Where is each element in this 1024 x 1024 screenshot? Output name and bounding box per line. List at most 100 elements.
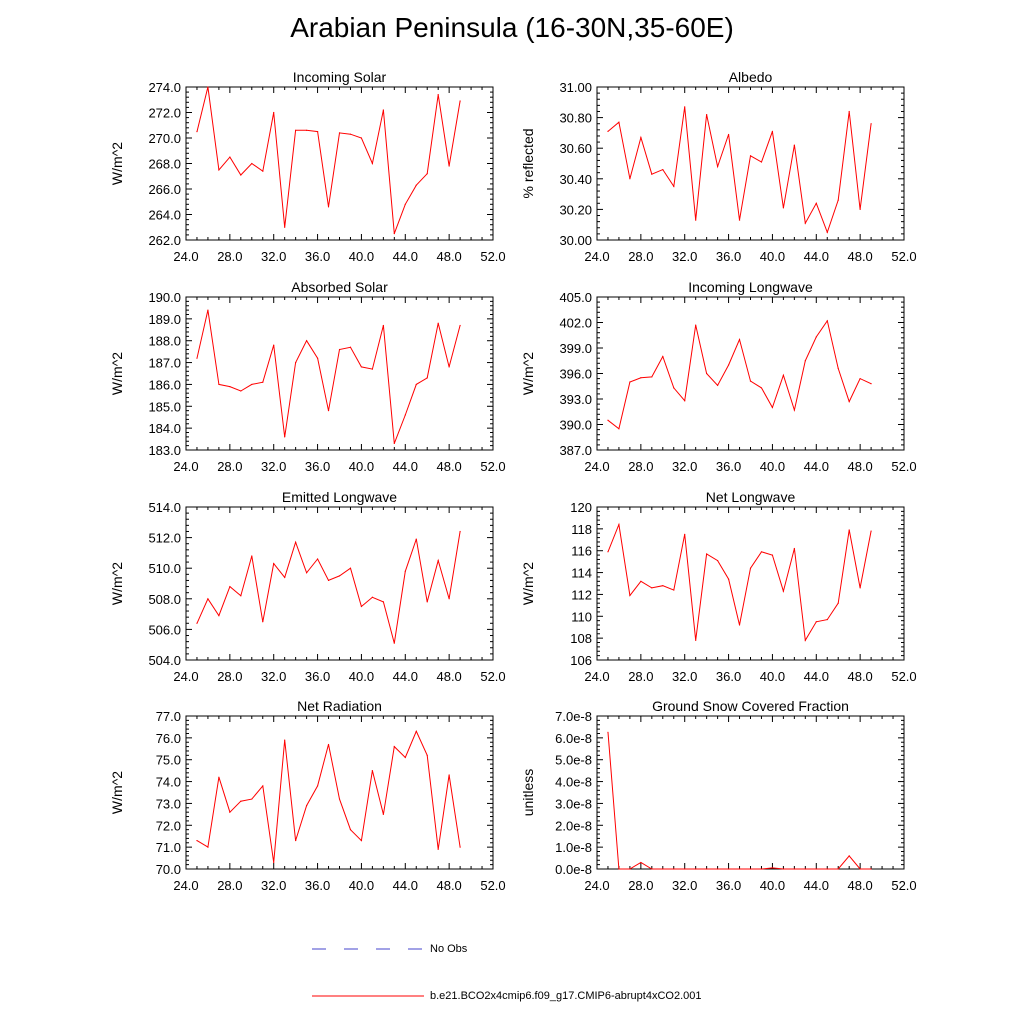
data-point: [404, 756, 406, 759]
y-tick-label: 188.0: [148, 334, 181, 349]
y-tick-label: 510.0: [148, 561, 181, 576]
chart-incoming-longwave: Incoming Longwave W/m^2 24.0 28.0 32.0 36.0 40…: [520, 279, 917, 474]
data-point: [717, 559, 719, 562]
data-point: [295, 129, 297, 131]
data-point: [749, 380, 752, 382]
y-tick-label: 184.0: [148, 421, 181, 436]
data-point: [371, 162, 373, 165]
data-point: [618, 868, 620, 870]
data-point: [240, 595, 242, 597]
data-point: [295, 839, 297, 842]
data-point: [837, 367, 839, 369]
legend-model-line-icon: [312, 995, 424, 997]
data-point: [262, 381, 264, 383]
chart-title: Emitted Longwave: [282, 489, 397, 505]
data-point: [426, 601, 428, 603]
data-point: [415, 383, 417, 386]
y-tick-label: 70.0: [156, 862, 181, 877]
x-tick-label: 52.0: [480, 459, 505, 474]
y-tick-label: 72.0: [156, 818, 181, 833]
x-tick-label: 44.0: [804, 459, 829, 474]
y-tick-label: 74.0: [156, 775, 181, 790]
x-tick-label: 28.0: [217, 249, 242, 264]
chart-title: Incoming Solar: [293, 69, 387, 85]
data-point: [826, 320, 828, 322]
data-point: [727, 578, 730, 580]
x-tick-label: 48.0: [847, 669, 872, 684]
x-tick-label: 52.0: [891, 669, 916, 684]
x-tick-label: 44.0: [804, 249, 829, 264]
x-tick-label: 40.0: [760, 249, 785, 264]
y-tick-label: 76.0: [156, 731, 181, 746]
data-point: [349, 567, 352, 569]
data-point: [826, 231, 828, 233]
data-point: [684, 400, 686, 402]
y-tick-label: 3.0e-8: [555, 796, 592, 811]
data-point: [218, 169, 220, 171]
x-tick-label: 24.0: [584, 878, 609, 893]
data-point: [804, 639, 806, 641]
x-tick-label: 44.0: [393, 249, 418, 264]
y-tick-label: 506.0: [148, 622, 181, 637]
y-tick-label: 30.00: [559, 233, 592, 248]
data-point: [371, 596, 373, 598]
data-point: [607, 130, 609, 132]
y-tick-label: 1.0e-8: [555, 840, 592, 855]
data-point: [349, 829, 352, 831]
data-point: [338, 348, 341, 351]
y-tick-label: 106: [570, 653, 592, 668]
x-tick-label: 40.0: [760, 459, 785, 474]
y-tick-label: 514.0: [148, 500, 181, 515]
legend-obs-label: No Obs: [430, 943, 468, 955]
data-point: [793, 144, 795, 146]
x-tick-label: 44.0: [393, 669, 418, 684]
chart-title: Net Radiation: [297, 698, 382, 714]
y-tick-label: 512.0: [148, 531, 181, 546]
data-point: [684, 868, 686, 870]
x-tick-label: 32.0: [672, 459, 697, 474]
data-point: [207, 309, 209, 311]
data-point: [382, 324, 384, 327]
data-point: [782, 590, 784, 592]
y-tick-label: 266.0: [148, 182, 181, 197]
data-point: [382, 109, 384, 111]
data-point: [706, 868, 708, 870]
x-tick-label: 36.0: [305, 249, 330, 264]
data-point: [316, 558, 319, 560]
chart-title: Albedo: [729, 69, 773, 85]
data-point: [327, 743, 330, 746]
x-tick-label: 48.0: [436, 878, 461, 893]
data-point: [382, 601, 384, 603]
data-point: [738, 868, 741, 870]
data-point: [229, 386, 231, 388]
data-point: [848, 400, 850, 403]
data-point: [738, 219, 741, 221]
data-point: [793, 409, 795, 411]
plot-frame: [596, 296, 905, 451]
x-tick-label: 36.0: [305, 669, 330, 684]
data-point: [848, 110, 850, 113]
data-point: [760, 551, 763, 553]
data-point: [284, 226, 286, 228]
data-point: [251, 798, 253, 800]
chart-albedo: Albedo % reflected 24.0 28.0 32.0 36.0 40.0 44.…: [520, 69, 917, 264]
x-tick-label: 36.0: [305, 878, 330, 893]
data-point: [251, 162, 253, 165]
y-tick-label: 7.0e-8: [555, 709, 592, 724]
data-point: [706, 553, 708, 555]
plot-frame: [185, 86, 494, 241]
y-tick-label: 390.0: [559, 418, 592, 433]
x-tick-label: 24.0: [173, 459, 198, 474]
x-tick-label: 36.0: [716, 459, 741, 474]
y-tick-label: 508.0: [148, 592, 181, 607]
x-tick-label: 32.0: [261, 459, 286, 474]
data-point: [771, 130, 774, 132]
data-point: [695, 219, 697, 221]
data-point: [327, 206, 330, 208]
data-point: [629, 868, 631, 870]
y-axis-label: % reflected: [520, 128, 536, 198]
data-point: [448, 366, 450, 368]
y-tick-label: 183.0: [148, 443, 181, 458]
data-point: [826, 618, 828, 621]
data-point: [717, 868, 719, 870]
